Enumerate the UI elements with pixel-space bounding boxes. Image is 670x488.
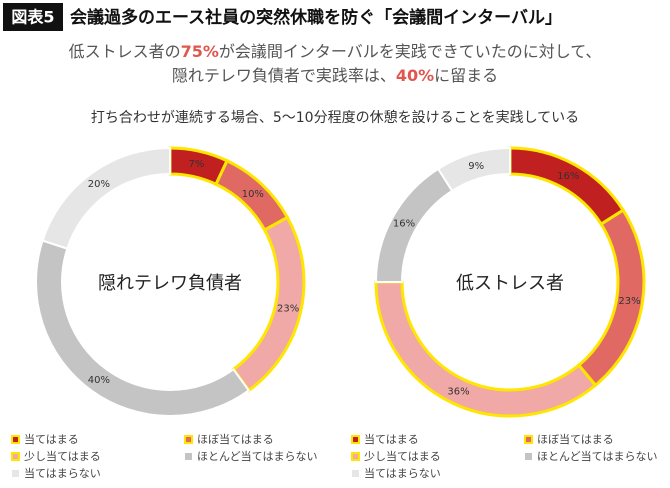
- legend-label: 当てはまる: [364, 432, 419, 446]
- value-label: 23%: [277, 303, 299, 314]
- legend-marker: [185, 453, 192, 460]
- legend-marker: [11, 452, 20, 461]
- legend-label: ほとんど当てはまらない: [537, 449, 657, 463]
- donut-segment: [436, 146, 511, 193]
- legend-label: 当てはまらない: [24, 466, 101, 480]
- value-label: 16%: [393, 219, 415, 230]
- legend-label: 当てはまらない: [364, 466, 441, 480]
- donut-segment: [35, 239, 251, 417]
- page-title: 会議過多のエース社員の突然休職を防ぐ「会議間インターバル」: [70, 7, 562, 28]
- donut-segment: [374, 280, 598, 418]
- value-label: 7%: [188, 159, 204, 170]
- legend-label: 当てはまる: [24, 432, 79, 446]
- legend-marker: [525, 453, 532, 460]
- value-label: 16%: [557, 171, 579, 182]
- subtitle-part: 75%: [181, 42, 219, 61]
- subtitle-part: 40%: [396, 66, 434, 85]
- legend-label: 少し当てはまる: [364, 449, 441, 463]
- subtitle: 低ストレス者の75%が会議間インターバルを実践できていたのに対して、: [69, 42, 602, 61]
- subtitle: 隠れテレワ負債者で実践率は、40%に留まる: [172, 66, 498, 85]
- center-label: 低ストレス者: [456, 273, 564, 294]
- legend-marker: [351, 435, 360, 444]
- value-label: 9%: [468, 161, 484, 172]
- legend-marker: [184, 435, 193, 444]
- subtitle-part: 低ストレス者の: [69, 42, 181, 61]
- legend-marker: [352, 470, 359, 477]
- legend-marker: [11, 435, 20, 444]
- legend-label: ほぼ当てはまる: [537, 432, 614, 446]
- legend-label: ほぼ当てはまる: [197, 432, 274, 446]
- donut-segment: [508, 146, 626, 227]
- legend-label: 少し当てはまる: [24, 449, 101, 463]
- legend-marker: [351, 452, 360, 461]
- question: 打ち合わせが連続する場合、5〜10分程度の休憩を設けることを実践している: [91, 109, 579, 126]
- donut-segment: [41, 146, 171, 250]
- badge-bg: [3, 3, 63, 31]
- legend-marker: [12, 470, 19, 477]
- legend-marker: [524, 435, 533, 444]
- value-label: 10%: [242, 189, 264, 200]
- value-label: 36%: [447, 386, 469, 397]
- subtitle-part: が会議間インターバルを実践できていたのに対して、: [219, 42, 602, 61]
- value-label: 23%: [618, 296, 640, 307]
- legend-label: ほとんど当てはまらない: [197, 449, 317, 463]
- value-label: 40%: [88, 375, 110, 386]
- value-label: 20%: [88, 179, 110, 190]
- subtitle-part: 隠れテレワ負債者で実践率は、: [172, 66, 396, 85]
- subtitle-part: に留まる: [434, 66, 498, 85]
- badge: 図表5: [11, 8, 54, 27]
- center-label: 隠れテレワ負債者: [98, 273, 242, 294]
